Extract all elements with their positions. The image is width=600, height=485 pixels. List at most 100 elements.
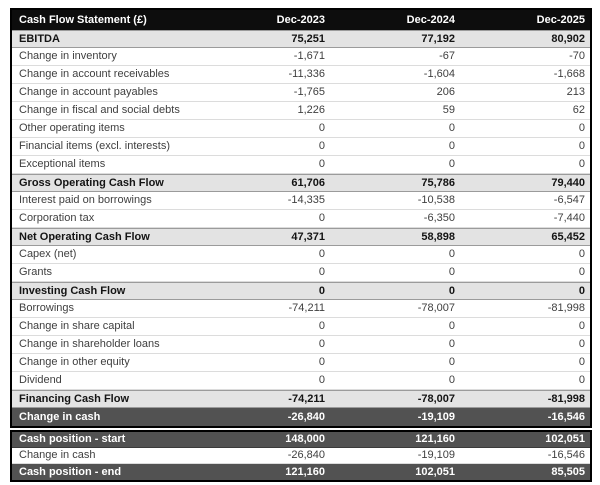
row-label: Change in other equity (19, 357, 130, 368)
row-value: -16,546 (547, 410, 585, 423)
row-value: 0 (448, 140, 455, 152)
row-value: 148,000 (285, 433, 325, 445)
row-label: Cash position - end (19, 466, 122, 478)
row-value: 0 (448, 374, 455, 386)
row-value: -19,109 (417, 449, 455, 461)
row-value: 0 (318, 338, 325, 350)
table-row: Net Operating Cash Flow 47,371 58,898 65,45… (12, 228, 590, 246)
row-label: Financing Cash Flow (19, 393, 130, 405)
row-value: 102,051 (545, 433, 585, 445)
row-value: -11,336 (288, 68, 326, 80)
row-value: -6,350 (423, 212, 455, 224)
row-value: 0 (448, 320, 455, 332)
row-value: 0 (578, 374, 585, 386)
row-value: -26,840 (287, 410, 325, 423)
table-body: Cash position - start 148,000 121,160 102,0… (12, 432, 590, 480)
row-value: -26,840 (287, 449, 325, 461)
row-value: 0 (318, 284, 325, 297)
row-label: Change in cash (19, 450, 96, 461)
row-value: 0 (448, 158, 455, 170)
row-value: 0 (578, 356, 585, 368)
row-value: 0 (578, 284, 585, 297)
row-value: 0 (318, 158, 325, 170)
row-label: Corporation tax (19, 213, 95, 224)
column-header-dec-2023: Dec-2023 (276, 13, 325, 26)
row-value: 80,902 (551, 32, 585, 45)
row-value: -67 (439, 50, 455, 62)
row-label: Change in shareholder loans (19, 339, 160, 350)
row-value: 65,452 (551, 230, 585, 243)
row-value: 77,192 (421, 32, 455, 45)
cash-position-table: Cash position - start 148,000 121,160 102,0… (10, 430, 592, 482)
row-value: 0 (448, 266, 455, 278)
row-value: -1,668 (553, 68, 585, 80)
row-label: Change in account receivables (19, 69, 170, 80)
row-label: Investing Cash Flow (19, 285, 126, 297)
row-value: -74,211 (288, 392, 325, 405)
row-value: 0 (578, 122, 585, 134)
row-value: -1,765 (293, 86, 325, 98)
row-value: -10,538 (417, 194, 455, 206)
row-value: 0 (578, 320, 585, 332)
row-value: 1,226 (297, 104, 325, 116)
table-row: Grants 0 0 0 (12, 264, 590, 282)
row-value: 0 (318, 212, 325, 224)
row-value: 0 (318, 248, 325, 260)
row-value: -78,007 (417, 302, 455, 314)
column-header-dec-2024: Dec-2024 (406, 13, 455, 26)
row-value: 61,706 (291, 176, 325, 189)
row-value: 213 (566, 86, 585, 98)
table-row: Change in cash -26,840 -19,109 -16,546 (12, 448, 590, 464)
table-row: Other operating items 0 0 0 (12, 120, 590, 138)
table-row: Cash position - end 121,160 102,051 85,505 (12, 464, 590, 480)
row-value: 0 (448, 356, 455, 368)
row-label: Change in cash (19, 411, 101, 423)
row-value: -19,109 (417, 410, 455, 423)
row-label: Financial items (excl. interests) (19, 141, 170, 152)
row-label: Change in fiscal and social debts (19, 105, 180, 116)
row-value: 0 (578, 338, 585, 350)
table-row: EBITDA 75,251 77,192 80,902 (12, 30, 590, 48)
row-value: 206 (436, 86, 455, 98)
row-value: 0 (448, 122, 455, 134)
row-value: 0 (578, 140, 585, 152)
row-label: Other operating items (19, 123, 125, 134)
row-value: 75,786 (421, 176, 455, 189)
cash-flow-statement: Cash Flow Statement (£) Dec-2023 Dec-202… (10, 8, 592, 482)
row-label: Borrowings (19, 303, 75, 314)
row-value: -7,440 (553, 212, 585, 224)
table-row: Borrowings -74,211 -78,007 -81,998 (12, 300, 590, 318)
row-value: -81,998 (547, 302, 585, 314)
row-label: Exceptional items (19, 159, 106, 170)
row-value: 121,160 (285, 465, 325, 478)
row-value: 0 (448, 338, 455, 350)
row-value: 0 (318, 356, 325, 368)
row-label: Interest paid on borrowings (19, 195, 152, 206)
row-value: -16,546 (547, 449, 585, 461)
row-value: 75,251 (291, 32, 325, 45)
row-value: -14,335 (287, 194, 325, 206)
row-value: 0 (318, 320, 325, 332)
table-row: Exceptional items 0 0 0 (12, 156, 590, 174)
row-value: 0 (578, 248, 585, 260)
table-row: Change in account receivables -11,336 -1,6… (12, 66, 590, 84)
row-label: Net Operating Cash Flow (19, 231, 150, 243)
table-row: Change in other equity 0 0 0 (12, 354, 590, 372)
row-label: Change in share capital (19, 321, 135, 332)
row-value: 121,160 (415, 433, 455, 445)
table-row: Financing Cash Flow -74,211 -78,007 -81,998 (12, 390, 590, 408)
row-label: Dividend (19, 375, 62, 386)
row-label: Change in account payables (19, 87, 158, 98)
table-row: Cash position - start 148,000 121,160 102,0… (12, 432, 590, 448)
row-value: -1,671 (293, 50, 325, 62)
row-label: Cash position - start (19, 434, 126, 445)
row-value: 58,898 (421, 230, 455, 243)
row-value: 59 (442, 104, 455, 116)
table-header-row: Cash Flow Statement (£) Dec-2023 Dec-202… (12, 10, 590, 30)
row-value: 0 (318, 266, 325, 278)
row-value: 0 (578, 266, 585, 278)
table-row: Change in inventory -1,671 -67 -70 (12, 48, 590, 66)
row-value: -78,007 (417, 392, 455, 405)
table-row: Change in cash -26,840 -19,109 -16,546 (12, 408, 590, 426)
row-label: Gross Operating Cash Flow (19, 177, 164, 189)
